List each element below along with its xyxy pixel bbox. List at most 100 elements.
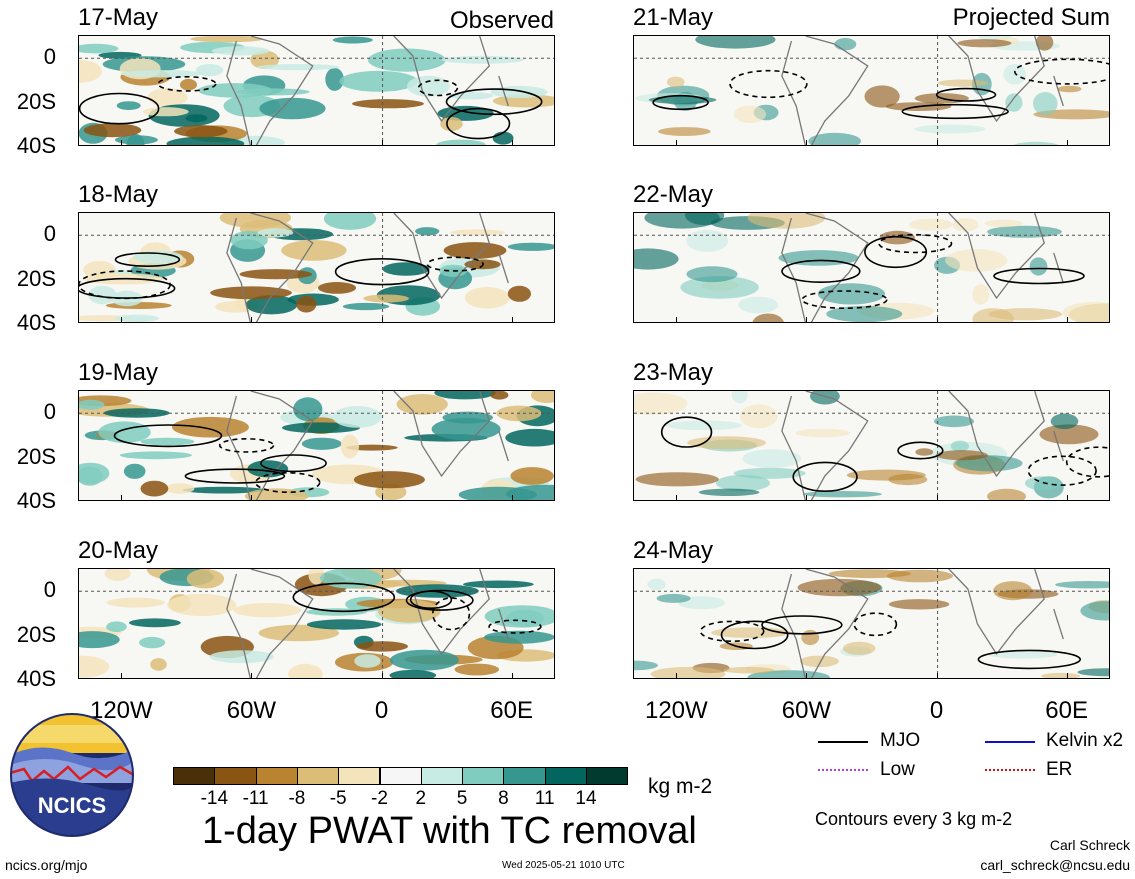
- panel-date-right-3: 23-May: [633, 359, 714, 386]
- footer-author: Carl Schreck: [1049, 837, 1130, 853]
- mjo-contour: [426, 256, 484, 272]
- mjo-contour: [79, 92, 160, 125]
- anomaly-blob: [293, 397, 323, 422]
- x-tick-mark: [511, 317, 513, 323]
- x-tick-mark: [936, 317, 938, 323]
- anomaly-blob: [436, 139, 486, 145]
- anomaly-blob: [186, 569, 225, 589]
- colorbar-tick-label: -5: [329, 788, 347, 809]
- y-tick-label: 20S: [16, 265, 56, 291]
- south-america-coastline: [781, 213, 869, 322]
- colorbar-tick-label: -8: [288, 788, 306, 809]
- ncics-logo: NCICS: [10, 713, 134, 837]
- africa-coastline: [948, 36, 1064, 123]
- anomaly-blob: [803, 491, 882, 498]
- map-panel-right-2: [633, 212, 1110, 323]
- x-tick-mark: [676, 317, 678, 323]
- anomaly-blob: [378, 599, 441, 623]
- anomaly-blob: [288, 663, 323, 678]
- anomaly-blob: [490, 391, 509, 400]
- mjo-contour: [446, 107, 511, 140]
- anomaly-blob: [332, 406, 382, 428]
- panel-date-right-1: 21-May: [633, 4, 714, 31]
- pwat-field: [634, 569, 1109, 678]
- anomaly-blob: [733, 467, 806, 479]
- mjo-contour: [652, 94, 709, 111]
- anomaly-blob: [507, 242, 554, 251]
- mjo-contour: [488, 619, 542, 634]
- mjo-contour: [801, 290, 888, 310]
- anomaly-blob: [180, 78, 197, 91]
- mjo-contour: [660, 416, 713, 448]
- x-tick-mark: [511, 140, 513, 146]
- anomaly-blob: [353, 471, 425, 489]
- anomaly-blob: [308, 569, 325, 585]
- x-tick-mark: [806, 673, 808, 679]
- mjo-contour: [409, 590, 453, 610]
- mjo-contour: [113, 424, 223, 448]
- anomaly-blob: [282, 422, 360, 434]
- pwat-field: [634, 391, 1109, 500]
- anomaly-blob: [687, 436, 766, 450]
- africa-coastline: [393, 569, 509, 656]
- anomaly-blob: [795, 428, 851, 438]
- anomaly-blob: [463, 580, 534, 589]
- anomaly-blob: [332, 36, 373, 44]
- anomaly-blob: [834, 38, 857, 51]
- anomaly-blob: [235, 88, 310, 96]
- mjo-contour: [157, 76, 217, 92]
- anomaly-blob: [441, 55, 524, 64]
- anomaly-blob: [79, 655, 110, 678]
- colorbar-segment: [586, 767, 629, 785]
- footer-timestamp: Wed 2025-05-21 1010 UTC: [502, 860, 625, 871]
- anomaly-blob: [950, 440, 969, 452]
- x-tick-mark: [381, 140, 383, 146]
- y-tick-label: 0: [43, 577, 56, 603]
- anomaly-blob: [972, 308, 1014, 322]
- panel-date-left-3: 19-May: [78, 359, 159, 386]
- anomaly-blob: [104, 569, 131, 581]
- anomaly-blob: [390, 649, 459, 671]
- x-tick-mark: [121, 140, 123, 146]
- anomaly-blob: [747, 213, 826, 229]
- panel-date-right-4: 24-May: [633, 537, 714, 564]
- mjo-contour: [901, 103, 1009, 120]
- x-tick-label: 120W: [644, 697, 708, 724]
- x-tick-label: 60W: [226, 697, 277, 724]
- mjo-contour: [218, 438, 275, 453]
- anomaly-blob: [647, 578, 666, 591]
- mjo-contour: [897, 441, 944, 460]
- pwat-field: [79, 36, 554, 145]
- colorbar-segment: [544, 767, 587, 785]
- anomaly-blob: [656, 593, 691, 603]
- anomaly-blob: [1033, 92, 1058, 116]
- anomaly-blob: [354, 654, 381, 668]
- anomaly-blob: [864, 85, 900, 108]
- map-panel-right-4: [633, 568, 1110, 679]
- colorbar-segment: [420, 767, 464, 785]
- anomaly-blob: [914, 124, 986, 134]
- footer-url: ncics.org/mjo: [5, 857, 88, 873]
- colorbar-unit: kg m-2: [648, 775, 713, 798]
- anomaly-blob: [139, 636, 166, 649]
- mjo-contour: [761, 615, 843, 635]
- anomaly-blob: [250, 50, 279, 69]
- anomaly-blob: [887, 569, 953, 583]
- x-tick-mark: [1066, 140, 1068, 146]
- anomaly-blob: [1013, 141, 1059, 145]
- x-tick-label: 60W: [781, 697, 832, 724]
- anomaly-blob: [88, 285, 117, 305]
- anomaly-blob: [686, 266, 738, 283]
- anomaly-blob: [937, 79, 989, 87]
- anomaly-blob: [742, 449, 802, 468]
- mjo-contour: [993, 267, 1085, 285]
- south-america-coastline: [226, 391, 314, 500]
- x-tick-mark: [251, 317, 253, 323]
- panel-date-right-2: 22-May: [633, 181, 714, 208]
- anomaly-blob: [339, 70, 418, 92]
- mjo-contour: [729, 69, 808, 99]
- x-tick-mark: [676, 495, 678, 501]
- anomaly-blob: [306, 619, 382, 630]
- x-tick-mark: [511, 495, 513, 501]
- x-tick-label: 0: [374, 697, 389, 724]
